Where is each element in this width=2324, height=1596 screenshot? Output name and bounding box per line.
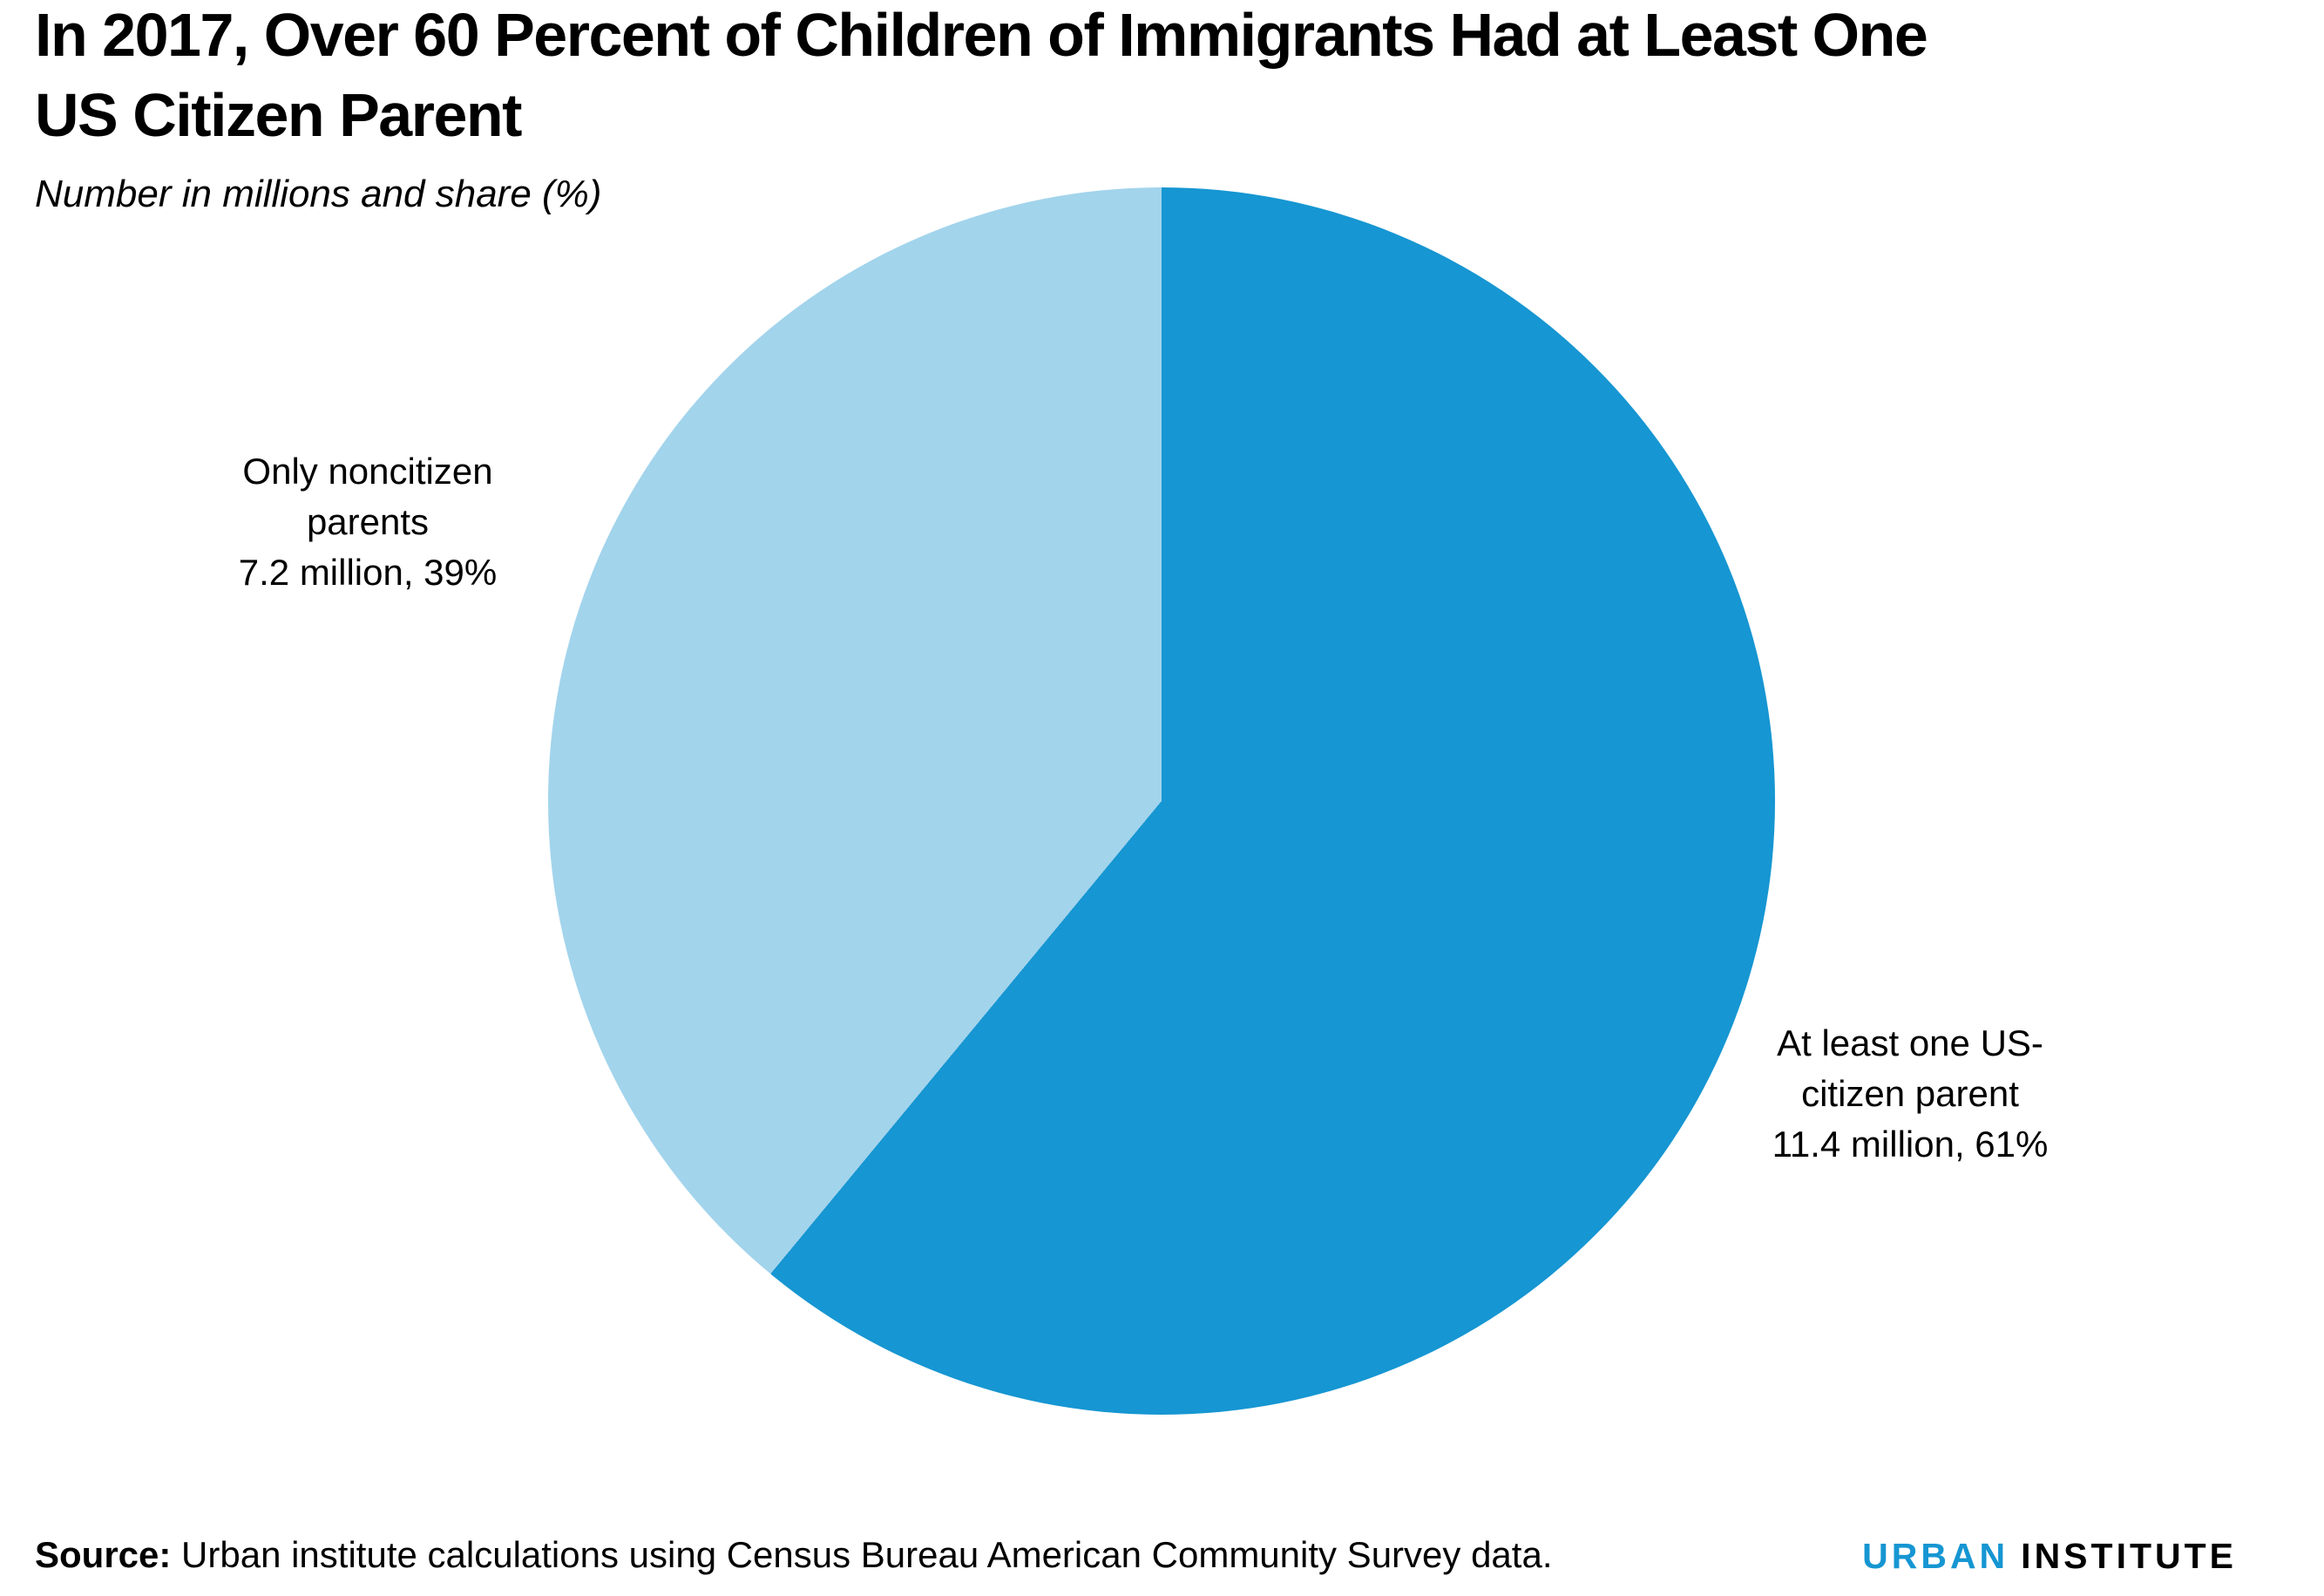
- chart-title: In 2017, Over 60 Percent of Children of …: [35, 1, 1928, 149]
- source-label: Source:: [35, 1534, 172, 1575]
- source-text: Urban institute calculations using Censu…: [171, 1534, 1553, 1575]
- logo-word-urban: URBAN: [1862, 1536, 2009, 1576]
- logo-word-institute: INSTITUTE: [2021, 1536, 2237, 1576]
- pie-chart: [548, 187, 1775, 1415]
- slice-label-us-citizen-parent: At least one US- citizen parent 11.4 mil…: [1772, 1022, 2049, 1165]
- urban-institute-logo: URBAN INSTITUTE: [1862, 1536, 2237, 1577]
- slice-label-noncitizen-parents: Only noncitizen parents 7.2 million, 39%: [238, 451, 498, 593]
- chart-subtitle: Number in millions and share (%): [35, 173, 602, 215]
- source-note: Source: Urban institute calculations usi…: [35, 1534, 1553, 1576]
